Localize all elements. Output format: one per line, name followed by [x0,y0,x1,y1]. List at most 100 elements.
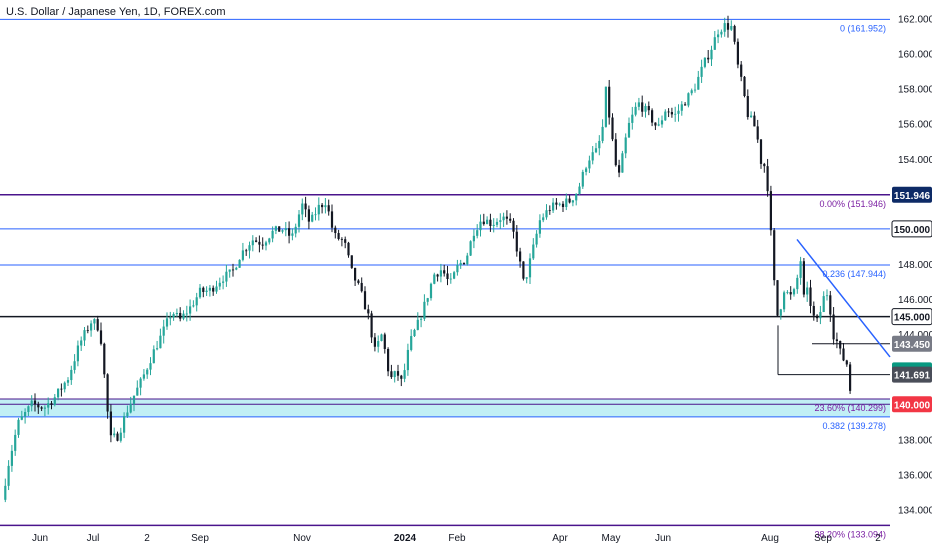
candle-228 [756,119,759,143]
candle-184 [611,113,614,142]
price-tag-text-2: 145.000 [894,313,931,324]
candle-body-167 [555,202,558,205]
candle-37 [126,405,129,418]
candle-body-98 [327,205,330,212]
candle-16 [57,388,60,401]
candle-body-222 [736,41,739,65]
candle-177 [588,155,591,173]
candle-body-197 [654,122,657,126]
candle-89 [297,209,301,233]
level-label-1: 0.00% (151.946) [819,199,886,209]
candle-body-229 [759,139,763,164]
candle-186 [618,159,621,178]
price-tag-bg-6 [892,396,932,413]
candle-194 [644,103,647,118]
candle-body-245 [812,305,815,316]
candle-32 [109,404,112,443]
candle-151 [502,212,505,228]
candle-206 [684,102,687,106]
candle-218 [723,17,726,37]
candle-113 [377,335,380,353]
candle-88 [294,223,297,238]
candle-215 [713,30,716,50]
candle-body-202 [670,112,673,115]
candle-140 [466,252,469,266]
candle-body-122 [406,349,409,371]
x-tick-label-7: Apr [552,533,568,544]
candle-158 [525,277,528,284]
candle-body-46 [156,348,159,350]
candle-body-212 [703,57,706,67]
candle-body-89 [297,214,301,227]
candle-125 [416,312,419,331]
candle-body-118 [393,371,396,378]
candle-105 [350,255,353,269]
candle-body-120 [400,375,403,379]
candle-body-183 [608,86,611,118]
candle-body-5 [20,416,23,420]
y-tick-label-13: 160.000 [898,50,932,61]
y-tick-label-14: 162.000 [898,15,932,26]
candle-body-160 [532,244,535,259]
candle-54 [182,310,185,321]
candle-11 [40,406,43,412]
candle-body-15 [53,397,56,405]
candle-body-156 [519,251,522,262]
candle-117 [390,364,393,379]
y-tick-label-1: 136.000 [898,470,932,481]
candle-121 [403,363,406,383]
candle-144 [479,214,482,237]
candle-141 [469,240,472,256]
candle-body-149 [495,221,499,225]
candle-body-196 [651,110,654,123]
candle-176 [585,166,588,176]
candle-249 [825,289,829,301]
candle-250 [829,290,832,322]
candle-67 [225,264,228,287]
candle-body-163 [542,217,545,221]
candle-body-159 [528,258,532,278]
candle-body-254 [842,348,845,361]
candle-209 [693,83,697,93]
candle-body-37 [126,412,129,417]
candle-body-168 [558,203,561,205]
candle-body-103 [344,239,347,243]
candle-body-44 [149,363,152,370]
candle-156 [519,247,522,268]
candle-body-63 [212,287,215,292]
y-tick-label-5: 144.000 [898,330,932,341]
candle-body-92 [307,209,310,222]
candle-body-181 [601,126,604,141]
candle-179 [594,142,598,154]
candle-body-199 [660,120,664,125]
candle-214 [710,45,713,66]
candle-body-235 [779,309,782,316]
candle-body-207 [687,93,690,106]
candle-body-105 [350,255,353,268]
candle-95 [317,197,320,221]
candle-74 [248,241,251,259]
candle-body-136 [453,272,456,279]
candle-239 [792,287,796,297]
candle-227 [753,111,756,127]
candle-107 [357,279,360,285]
candle-body-215 [713,37,716,50]
candle-161 [535,230,538,248]
candle-body-190 [631,114,634,123]
price-axis[interactable]: 134.000136.000138.000140.000142.000144.0… [898,15,932,517]
candle-185 [614,133,617,167]
candle-246 [816,314,819,322]
time-axis[interactable]: Jun Jul 2 Sep Nov 2024 Feb Apr May Jun Aug Sep 2 [32,533,881,544]
candle-44 [149,357,152,376]
candle-body-94 [314,214,317,216]
candle-body-24 [83,330,86,341]
candle-137 [456,259,459,276]
candle-104 [347,241,350,258]
candle-18 [63,381,66,393]
candle-body-80 [268,238,271,243]
candle-147 [489,213,492,232]
candle-body-93 [311,214,314,222]
candle-207 [687,92,690,108]
candle-222 [736,38,739,69]
